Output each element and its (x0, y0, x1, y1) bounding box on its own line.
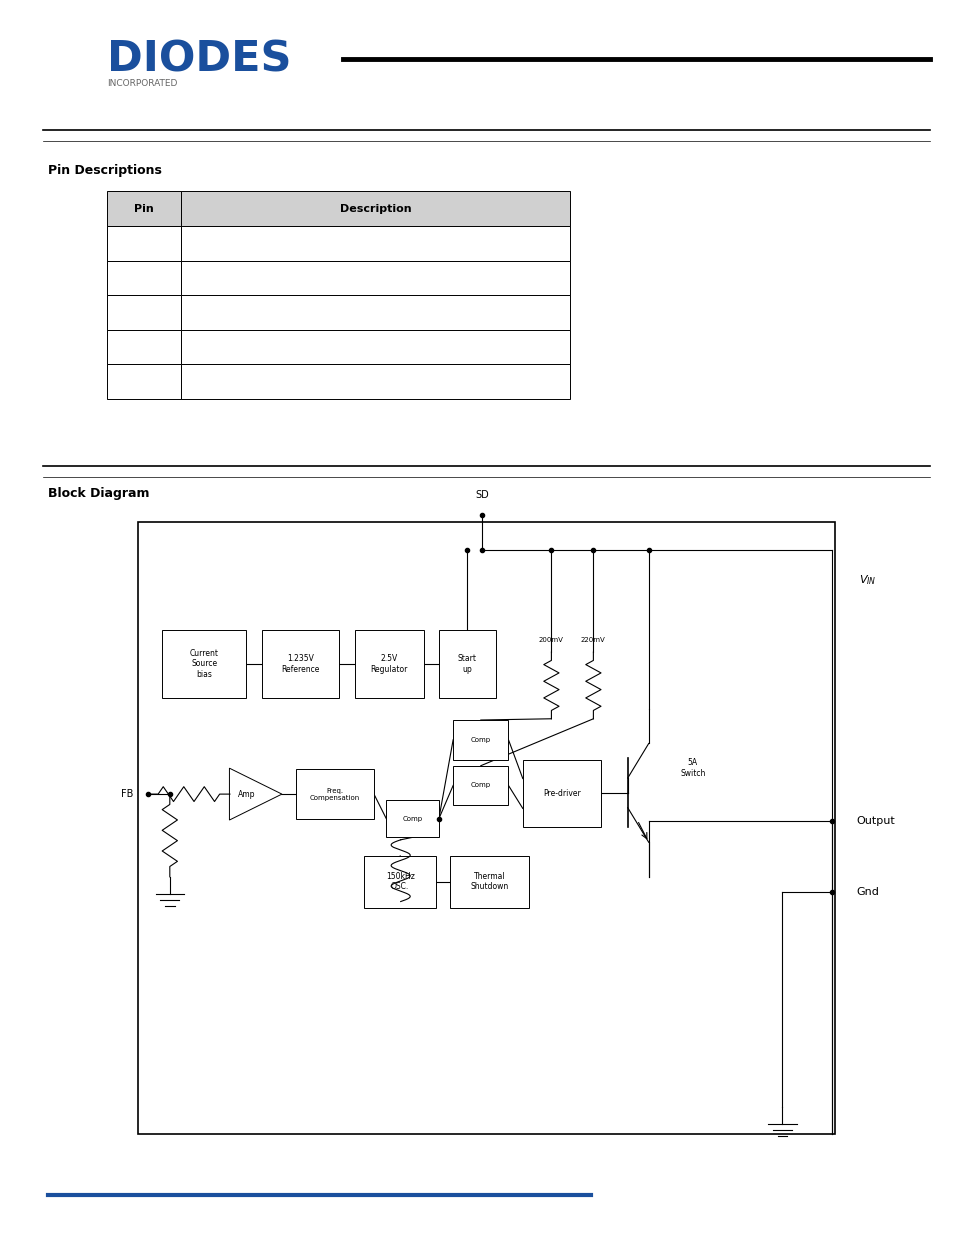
Bar (162, 630, 246, 698)
Bar (107, 330, 181, 364)
Bar (107, 191, 181, 226)
Text: Pin Descriptions: Pin Descriptions (48, 164, 161, 177)
Bar (295, 769, 374, 819)
Bar (386, 800, 438, 837)
Bar (107, 364, 181, 399)
Bar (355, 630, 423, 698)
Text: Comp: Comp (470, 737, 491, 742)
Bar (107, 295, 181, 330)
Text: Comp: Comp (470, 783, 491, 788)
Bar (181, 261, 570, 295)
Text: Gnd: Gnd (856, 887, 879, 897)
Bar (181, 330, 570, 364)
Polygon shape (229, 768, 282, 820)
Text: Pre-driver: Pre-driver (542, 789, 580, 798)
Bar (181, 226, 570, 261)
Bar (453, 766, 508, 805)
Text: Pin: Pin (134, 204, 153, 214)
Text: INCORPORATED: INCORPORATED (107, 79, 177, 89)
Bar (181, 364, 570, 399)
Bar (522, 760, 600, 827)
Bar (453, 720, 508, 760)
Text: 220mV: 220mV (580, 637, 605, 642)
Text: Block Diagram: Block Diagram (48, 488, 149, 500)
Bar (450, 856, 528, 908)
Bar (181, 191, 570, 226)
Text: Freq.
Compensation: Freq. Compensation (310, 788, 359, 800)
Text: 1.235V
Reference: 1.235V Reference (281, 655, 319, 673)
Text: Start
up: Start up (457, 655, 476, 673)
Bar (107, 226, 181, 261)
Text: 5A
Switch: 5A Switch (679, 758, 705, 778)
Text: Description: Description (339, 204, 412, 214)
Bar (138, 522, 834, 1134)
Text: Comp: Comp (402, 816, 422, 821)
Text: DIODES: DIODES (107, 38, 291, 80)
Text: SD: SD (475, 490, 488, 500)
Text: Amp: Amp (238, 789, 255, 799)
Bar (262, 630, 338, 698)
Bar (181, 295, 570, 330)
Text: Thermal
Shutdown: Thermal Shutdown (470, 872, 508, 892)
Bar (107, 261, 181, 295)
Bar (364, 856, 436, 908)
Text: 200mV: 200mV (538, 637, 563, 642)
Text: Output: Output (856, 816, 895, 826)
Text: $V_{IN}$: $V_{IN}$ (858, 573, 875, 588)
Text: Current
Source
bias: Current Source bias (190, 648, 218, 679)
Text: FB: FB (121, 789, 133, 799)
Text: 2.5V
Regulator: 2.5V Regulator (370, 655, 408, 673)
Text: 150kHz
OSC.: 150kHz OSC. (385, 872, 415, 892)
Bar (438, 630, 496, 698)
